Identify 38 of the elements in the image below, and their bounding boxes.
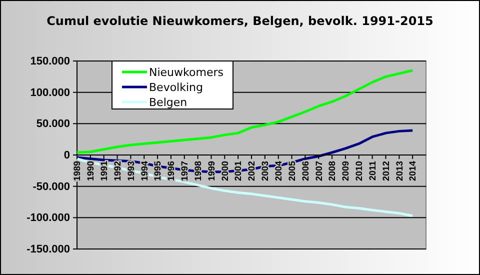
x-tick-label: 1997: [180, 161, 190, 182]
x-tick-label: 1994: [139, 161, 150, 182]
x-tick-label: 1996: [166, 161, 176, 182]
x-tick-label: 1998: [192, 161, 203, 182]
x-tick-label: 1999: [206, 161, 216, 182]
x-tick-label: 2008: [327, 161, 338, 182]
y-tick-label: -100.000: [26, 212, 70, 224]
legend-label: Belgen: [149, 96, 188, 109]
legend-label: Bevolking: [149, 80, 203, 94]
x-tick-label: 2001: [233, 161, 244, 182]
y-tick-label: -50.000: [32, 180, 70, 193]
x-tick-label: 1991: [98, 161, 109, 182]
x-tick-label: 2014: [408, 161, 418, 182]
y-tick-label: 100.000: [30, 86, 70, 99]
y-tick-label: -150.000: [26, 244, 70, 256]
y-tick-label: 50.000: [36, 118, 70, 130]
line-series: [76, 69, 414, 154]
x-tick-label: 2005: [286, 161, 297, 182]
chart-title: Cumul evolutie Nieuwkomers, Belgen, bevolk. 1991-2015: [46, 14, 434, 28]
x-tick-label: 2013: [394, 161, 404, 182]
x-tick-label: 2000: [220, 161, 230, 182]
x-tick-label: 2012: [380, 161, 391, 182]
x-tick-label: 2011: [367, 161, 378, 181]
line-series: [76, 158, 414, 218]
x-tick-label: 2010: [354, 161, 364, 182]
x-tick-label: 2002: [246, 161, 257, 182]
y-tick-label: 150.000: [30, 56, 70, 68]
x-tick-label: 2004: [273, 161, 284, 182]
x-tick-label: 1995: [152, 161, 163, 182]
x-tick-label: 2009: [340, 161, 351, 182]
x-tick-label: 2003: [260, 161, 270, 182]
x-tick-label: 2007: [314, 161, 324, 182]
y-tick-label: 0: [64, 150, 70, 162]
x-tick-label: 1990: [86, 161, 96, 182]
x-tick-label: 1992: [112, 161, 122, 182]
x-tick-label: 1993: [126, 161, 136, 182]
x-tick-label: 2006: [300, 161, 310, 182]
legend-label: Nieuwkomers: [149, 66, 224, 79]
